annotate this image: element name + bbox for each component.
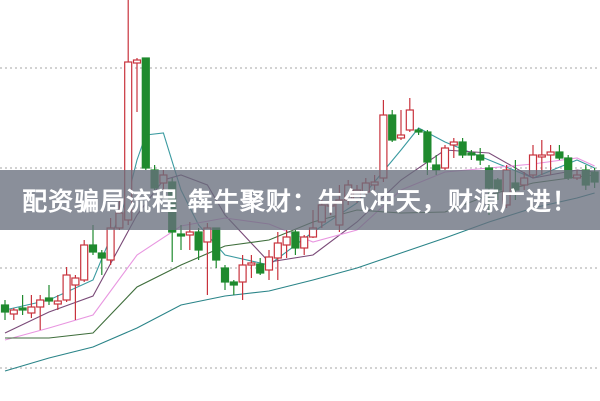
- candle-body: [546, 151, 555, 156]
- candle: [71, 275, 80, 320]
- candle-body: [62, 274, 71, 301]
- candle: [555, 145, 564, 160]
- candle: [220, 265, 230, 290]
- candle: [467, 150, 476, 160]
- candle: [396, 110, 406, 140]
- candle-body: [264, 256, 274, 271]
- candle-body: [458, 141, 467, 156]
- candle: [212, 227, 221, 268]
- candle-body: [203, 227, 212, 243]
- candle-body: [141, 57, 150, 169]
- candle: [88, 225, 98, 255]
- candle-body: [537, 154, 546, 158]
- candle: [132, 58, 142, 112]
- candle-body: [414, 129, 423, 133]
- candle-body: [36, 299, 45, 308]
- candle: [18, 295, 27, 315]
- candle: [476, 148, 485, 165]
- gridlines: [0, 67, 600, 369]
- candle-body: [291, 231, 300, 249]
- candle: [44, 285, 54, 305]
- banner-text: 配资骗局流程 犇牛聚财：牛气冲天，财源广进！: [22, 187, 578, 216]
- candle-body: [555, 151, 564, 159]
- candle: [203, 223, 212, 295]
- candle: [458, 138, 467, 158]
- candle-body: [53, 300, 62, 305]
- candle: [440, 145, 450, 170]
- candle-body: [449, 141, 458, 146]
- candle-body: [176, 233, 186, 237]
- candle: [229, 280, 238, 295]
- candle-body: [0, 304, 10, 313]
- candle: [300, 235, 309, 255]
- candle-body: [405, 109, 414, 131]
- candle-body: [185, 231, 194, 236]
- candle: [9, 308, 18, 320]
- candle-body: [388, 114, 397, 141]
- candle: [256, 258, 265, 275]
- candle: [247, 255, 256, 278]
- candle: [282, 230, 291, 258]
- moving-average-line-3: [4, 157, 595, 341]
- candle: [414, 128, 423, 135]
- candle-body: [27, 306, 36, 314]
- candle-body: [396, 134, 406, 139]
- candle: [405, 98, 414, 132]
- candle-body: [467, 152, 476, 156]
- candle-body: [247, 262, 256, 266]
- candle: [62, 267, 71, 302]
- candle: [291, 230, 300, 255]
- candle: [388, 110, 397, 142]
- candle-body: [476, 154, 485, 161]
- candle-body: [88, 244, 98, 253]
- candle-body: [273, 242, 282, 259]
- candle: [36, 295, 45, 330]
- candle: [273, 232, 282, 280]
- candle: [0, 300, 10, 320]
- candle-body: [194, 231, 203, 251]
- candle: [264, 250, 274, 280]
- candle: [238, 255, 247, 300]
- candle: [194, 228, 203, 260]
- title-banner: 配资骗局流程 犇牛聚财：牛气冲天，财源广进！: [0, 170, 600, 230]
- candle: [141, 57, 150, 170]
- candle-body: [379, 114, 388, 179]
- candle: [53, 295, 62, 310]
- candle-body: [282, 236, 291, 246]
- candle-body: [18, 307, 27, 311]
- candle: [27, 295, 36, 318]
- candle: [80, 240, 89, 282]
- candle-body: [423, 131, 432, 163]
- candle-body: [97, 252, 106, 259]
- candle-body: [440, 147, 450, 169]
- candle-body: [132, 59, 142, 64]
- candle: [449, 138, 458, 158]
- candle-body: [44, 297, 54, 302]
- candle-body: [106, 227, 115, 261]
- candle-body: [80, 244, 89, 281]
- candle-body: [220, 267, 230, 283]
- candle-body: [229, 281, 238, 286]
- candle-body: [238, 264, 247, 283]
- candle: [423, 130, 432, 175]
- candle-body: [300, 236, 309, 249]
- candle-body: [9, 309, 18, 315]
- candle: [537, 140, 546, 175]
- candle-body: [212, 227, 221, 261]
- candle-body: [256, 263, 265, 274]
- candle: [97, 250, 106, 275]
- candle-body: [71, 277, 80, 286]
